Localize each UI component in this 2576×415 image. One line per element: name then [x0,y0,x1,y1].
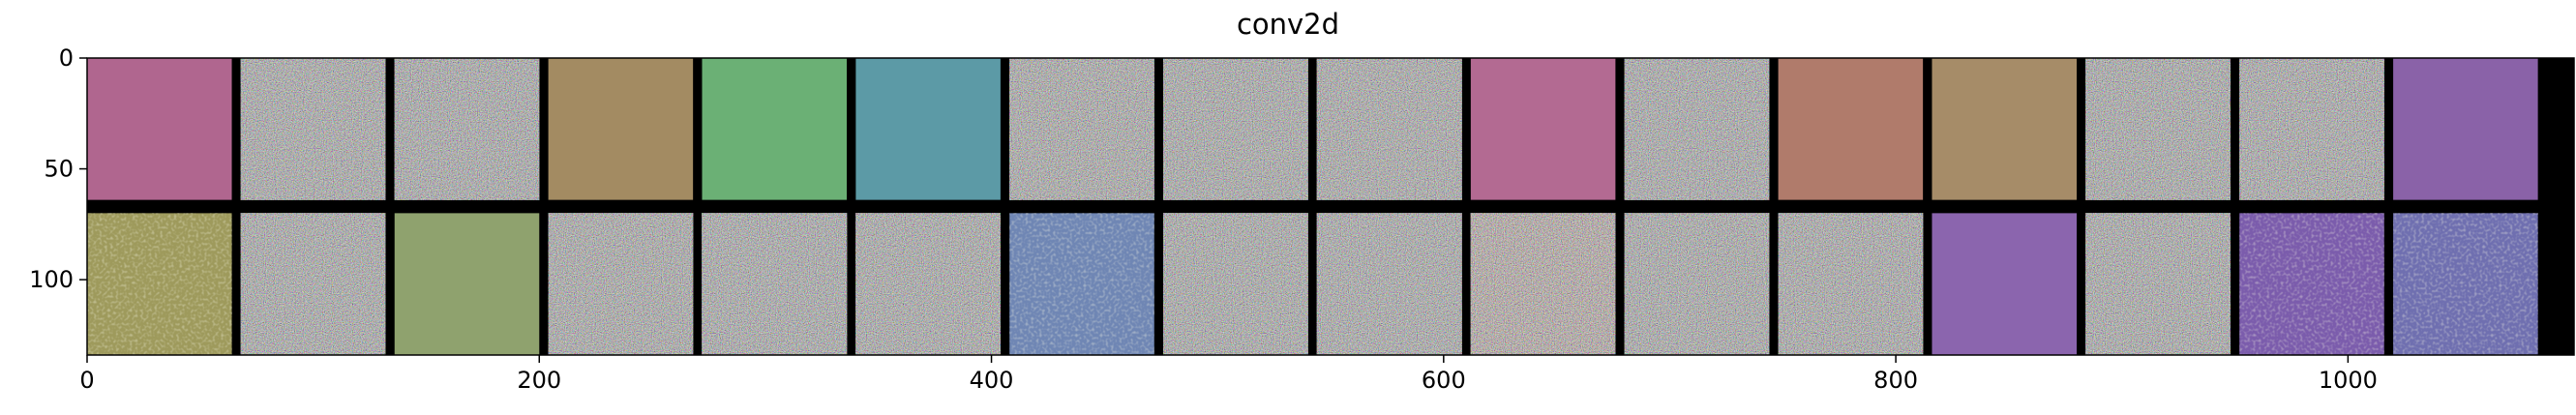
tile-fill [855,58,1001,200]
tile-fill [1932,58,2077,200]
image-tile [1624,213,1770,355]
tile-noise [1470,213,1616,355]
image-tile [2239,213,2384,355]
tile-noise [1163,213,1308,355]
tile-noise [1624,58,1770,200]
image-tile [2393,58,2538,200]
tile-noise [1316,58,1462,200]
image-tile [1163,58,1308,200]
tile-fill [702,58,848,200]
image-tile [394,213,540,355]
image-tile [2393,213,2538,355]
tile-fill [1778,58,1924,200]
image-tile [87,213,232,355]
image-tile [855,58,1001,200]
tile-noise [1778,213,1924,355]
tile-noise [394,58,540,200]
tile-fill [87,58,232,200]
image-tile [1316,213,1462,355]
tile-texture [2393,213,2538,355]
x-tick-label: 600 [1422,367,1466,394]
tile-texture [1009,213,1154,355]
image-tile [548,213,694,355]
axes-frame [86,57,2575,356]
image-tile [1163,213,1308,355]
image-tile [1932,58,2077,200]
tile-fill [548,58,694,200]
tile-noise [548,213,694,355]
tile-noise [1316,213,1462,355]
image-tile [1009,58,1154,200]
image-tile [240,213,386,355]
tile-fill [2393,58,2538,200]
image-tile [702,213,848,355]
image-tile [1470,58,1616,200]
x-tick-label: 200 [517,367,561,394]
image-tile [1778,58,1924,200]
tile-fill [1470,58,1616,200]
tile-fill [1932,213,2077,355]
tile-noise [2239,58,2384,200]
image-tile [2085,213,2231,355]
tile-noise [1009,58,1154,200]
image-tile [394,58,540,200]
x-tick-label: 0 [79,367,94,394]
image-tile [855,213,1001,355]
image-tile [2085,58,2231,200]
tile-noise [2085,58,2231,200]
image-tile [1778,213,1924,355]
tile-noise [855,213,1001,355]
image-tile [702,58,848,200]
tile-noise [240,58,386,200]
image-tile [1009,213,1154,355]
tile-noise [1163,58,1308,200]
tile-noise [240,213,386,355]
x-tick-label: 800 [1873,367,1918,394]
image-tile [1932,213,2077,355]
image-tile [548,58,694,200]
image-tile [87,58,232,200]
tile-noise [2085,213,2231,355]
image-tile [2239,58,2384,200]
image-tile [1470,213,1616,355]
y-tick-label: 0 [59,44,74,72]
x-tick-label: 1000 [2319,367,2378,394]
tile-noise [702,213,848,355]
y-tick-label: 50 [44,156,74,183]
tile-texture [87,213,232,355]
y-tick-label: 100 [29,266,74,293]
tile-texture [2239,213,2384,355]
tile-noise [1624,213,1770,355]
image-tile [240,58,386,200]
image-tile [1316,58,1462,200]
image-tile [1624,58,1770,200]
tile-fill [394,213,540,355]
x-tick-label: 400 [970,367,1014,394]
chart-title: conv2d [1236,8,1340,41]
